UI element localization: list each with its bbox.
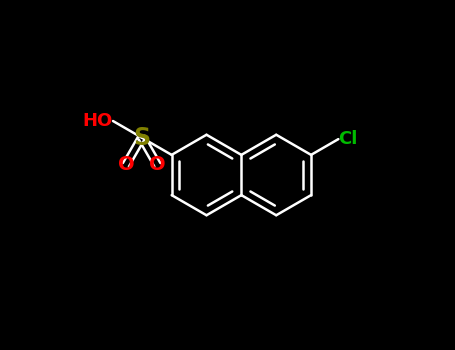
- Text: O: O: [149, 155, 166, 174]
- Text: O: O: [117, 155, 134, 174]
- Text: Cl: Cl: [339, 130, 358, 148]
- Text: HO: HO: [83, 112, 113, 130]
- Text: S: S: [133, 126, 150, 149]
